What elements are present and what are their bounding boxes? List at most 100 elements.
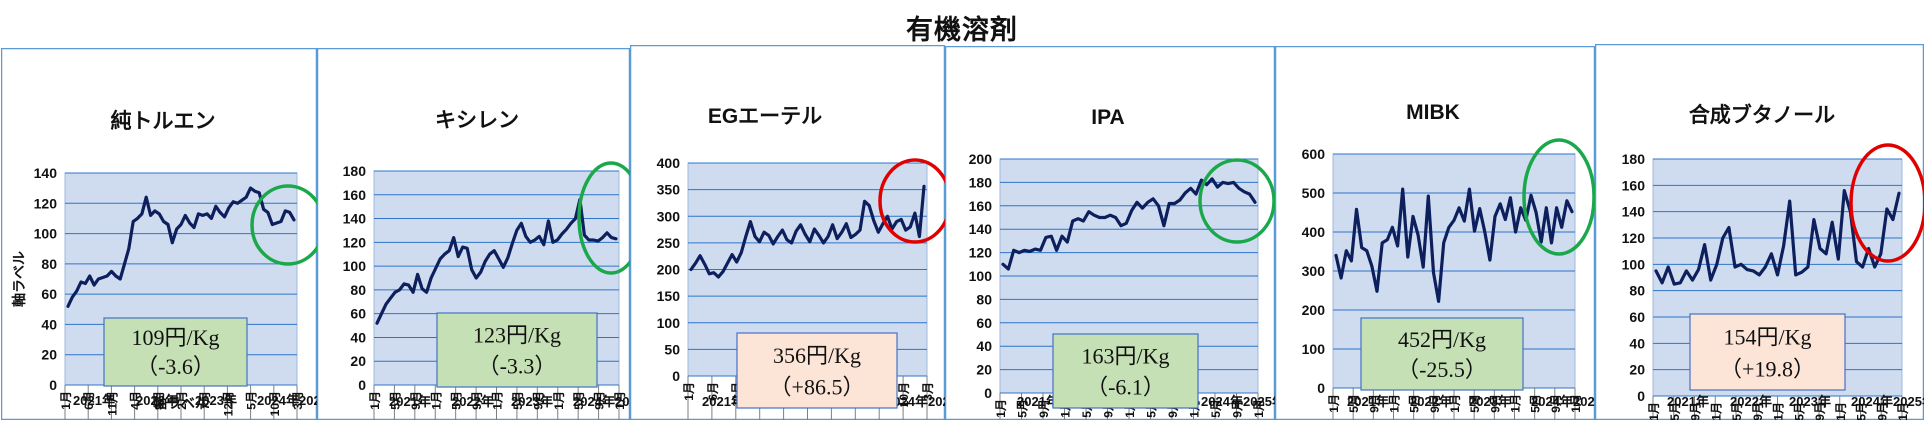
- chart-svg: MIBK 0 100 200 300 400 500 600 1月 5月 9月 1月 5月 9月 1月 5月 9…: [1275, 46, 1595, 420]
- y-tick-label: 500: [1302, 185, 1326, 201]
- year-label: 2024年: [573, 394, 615, 409]
- x-tick-label: 6月: [82, 391, 96, 410]
- year-label: 2023年: [1469, 394, 1511, 409]
- year-label: 2024年: [1531, 394, 1573, 409]
- change-label: （-3.3）: [478, 354, 557, 379]
- year-label: 2024年: [1851, 394, 1893, 409]
- highlight-circle: [1198, 158, 1275, 244]
- highlight-circle: [878, 158, 945, 244]
- y-tick-label: 160: [1622, 177, 1646, 193]
- y-tick-label: 40: [350, 329, 366, 345]
- x-tick-label: 9月: [152, 391, 166, 410]
- x-tick-label: 9月: [470, 391, 484, 410]
- year-label: 2021年: [73, 393, 115, 408]
- chart-svg: 純トルエン 0 20 40 60 80 100 120 140 1月 6月 11月 4月 9月 2月 7月 12…: [1, 48, 317, 420]
- x-tick-label: 9月: [1231, 399, 1245, 418]
- change-label: （+19.8）: [1720, 356, 1815, 381]
- x-tick-label: 1月: [1388, 394, 1402, 413]
- y-tick-label: 60: [976, 315, 992, 331]
- x-tick-label: 1月: [1327, 394, 1341, 413]
- y-tick-label: 40: [41, 316, 57, 332]
- x-tick-label: 9月: [1488, 394, 1502, 413]
- year-label: 2023年: [195, 393, 237, 408]
- y-tick-label: 200: [969, 151, 993, 167]
- x-tick-label: 1月: [1448, 394, 1462, 413]
- x-tick-label: 1月: [682, 382, 696, 401]
- y-tick-label: 60: [1629, 309, 1645, 325]
- x-tick-label: 1月: [429, 391, 443, 410]
- series-line: [66, 186, 296, 308]
- y-tick-label: 40: [1629, 335, 1645, 351]
- y-tick-label: 100: [657, 315, 681, 331]
- x-tick-label: 7月: [198, 391, 212, 410]
- price-box: [103, 317, 248, 387]
- chart-panel: IPA 0 20 40 60 80 100 120 140 160 180 200 1月 5月 9月 1月 5月…: [945, 46, 1275, 420]
- series-line: [1334, 187, 1574, 303]
- y-tick-label: 160: [343, 187, 367, 203]
- y-tick-label: 250: [657, 235, 681, 251]
- y-tick-label: 160: [969, 198, 993, 214]
- chart-svg: IPA 0 20 40 60 80 100 120 140 160 180 200 1月 5月 9月 1月 5月…: [945, 46, 1275, 420]
- x-tick-label: 5月: [1209, 399, 1223, 418]
- y-tick-label: 80: [976, 291, 992, 307]
- x-tick-label: 1月: [1509, 394, 1523, 413]
- chart-svg: 合成ブタノール 0 20 40 60 80 100 120 140 160 180 1月 5月 9月 1月 5…: [1595, 44, 1924, 420]
- x-tick-label: 9月: [1428, 394, 1442, 413]
- price-box: [1360, 317, 1524, 391]
- y-tick-label: 180: [343, 163, 367, 179]
- change-label: （-3.6）: [136, 354, 215, 379]
- y-tick-label: 600: [1302, 146, 1326, 162]
- y-axis-label: 軸ラベル: [11, 251, 27, 307]
- x-tick-label: 3月: [921, 382, 935, 401]
- price-label: 154円/Kg: [1723, 324, 1811, 349]
- x-tick-label: 5月: [1792, 402, 1806, 420]
- y-tick-label: 50: [664, 341, 680, 357]
- y-tick-label: 20: [41, 347, 57, 363]
- price-label: 163円/Kg: [1081, 344, 1169, 369]
- y-tick-label: 100: [969, 268, 993, 284]
- year-label: 2021年: [1017, 394, 1059, 409]
- highlight-circle: [250, 184, 317, 266]
- year-label: 2025年: [299, 393, 317, 408]
- y-tick-label: 60: [350, 306, 366, 322]
- year-label: 2025年: [928, 394, 945, 409]
- year-label: 2025年: [615, 394, 630, 409]
- year-label: 2021年: [702, 394, 744, 409]
- year-label: 2021年: [1347, 394, 1389, 409]
- y-tick-label: 0: [49, 377, 57, 393]
- x-tick-label: 5月: [450, 391, 464, 410]
- y-tick-label: 80: [350, 282, 366, 298]
- y-tick-label: 300: [1302, 263, 1326, 279]
- highlight-circle: [1849, 143, 1924, 263]
- y-tick-label: 0: [1317, 380, 1325, 396]
- x-tick-label: 9月: [593, 391, 607, 410]
- x-tick-label: 1月: [1569, 394, 1583, 413]
- chart-panel: EGエーテル0501001502002503003504001月6月11月4月9…: [630, 45, 945, 420]
- x-tick-label: 3月: [291, 391, 305, 410]
- x-tick-label: 1月: [368, 391, 382, 410]
- y-tick-label: 180: [1622, 151, 1646, 167]
- price-label: 452円/Kg: [1398, 327, 1486, 352]
- y-tick-label: 20: [976, 362, 992, 378]
- x-tick-label: 1月: [1709, 402, 1723, 420]
- x-tick-label: 5月: [511, 391, 525, 410]
- y-tick-label: 120: [34, 195, 58, 211]
- y-tick-label: 140: [969, 221, 993, 237]
- x-tick-label: 10月: [897, 382, 911, 407]
- change-label: （-6.1）: [1086, 375, 1165, 400]
- y-tick-label: 100: [343, 258, 367, 274]
- chart-svg: EGエーテル0501001502002503003504001月6月11月4月9…: [630, 45, 945, 420]
- x-tick-label: 2月: [175, 391, 189, 410]
- x-tick-label: 1月: [1647, 402, 1661, 420]
- x-tick-label: 9月: [531, 391, 545, 410]
- y-tick-label: 400: [657, 155, 681, 171]
- series-line: [1654, 189, 1901, 286]
- y-tick-label: 120: [1622, 230, 1646, 246]
- series-line: [1001, 177, 1257, 271]
- year-label: 2023年: [511, 394, 553, 409]
- x-tick-label: 5月: [245, 391, 259, 410]
- x-tick-label: 6月: [706, 382, 720, 401]
- x-tick-label: 9月: [1367, 394, 1381, 413]
- chart-panel: キシレン 0 20 40 60 80 100 120 140 160 180 1月 5月 9月 1月 5月 9月…: [317, 48, 630, 420]
- x-tick-label: 1月: [1252, 399, 1266, 418]
